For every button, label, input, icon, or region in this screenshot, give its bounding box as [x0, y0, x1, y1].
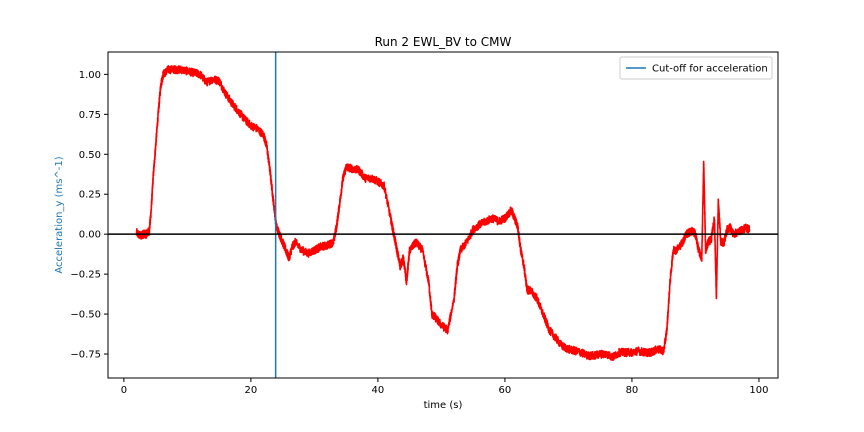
plot-area [108, 52, 778, 378]
y-tick-label: 0.50 [79, 150, 101, 161]
y-tick-label: 0.00 [79, 230, 101, 241]
y-axis: −0.75 −0.50 −0.25 0.00 0.25 0.50 0.75 1.00 [70, 70, 108, 361]
y-tick-label: −0.50 [70, 310, 101, 321]
y-tick-label: 1.00 [79, 70, 101, 81]
y-tick-label: −0.75 [70, 350, 101, 361]
x-tick-label: 80 [626, 385, 639, 396]
x-axis: 0 20 40 60 80 100 [121, 378, 769, 396]
y-tick-label: 0.25 [79, 190, 101, 201]
x-tick-label: 40 [372, 385, 385, 396]
x-tick-label: 60 [499, 385, 512, 396]
y-axis-label: Acceleration_y (ms^-1) [54, 156, 65, 273]
y-tick-label: −0.25 [70, 270, 101, 281]
chart-title: Run 2 EWL_BV to CMW [375, 35, 512, 49]
legend: Cut-off for acceleration [620, 57, 772, 79]
x-tick-label: 0 [121, 385, 127, 396]
x-axis-label: time (s) [424, 400, 463, 411]
legend-label-cutoff: Cut-off for acceleration [652, 64, 768, 75]
x-tick-label: 20 [245, 385, 258, 396]
y-tick-label: 0.75 [79, 110, 101, 121]
x-tick-label: 100 [749, 385, 768, 396]
